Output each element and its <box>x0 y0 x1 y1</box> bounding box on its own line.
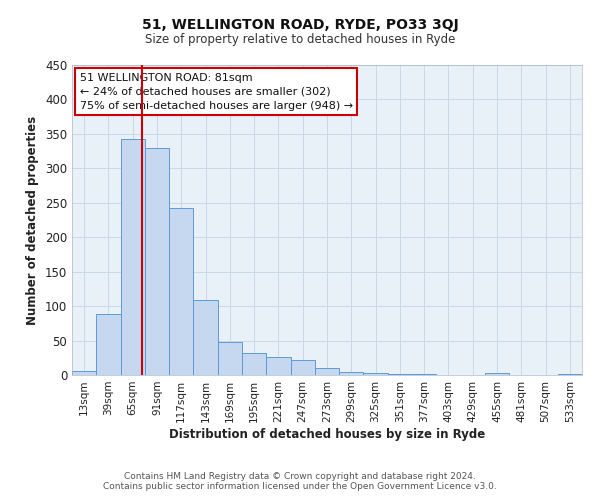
Text: Size of property relative to detached houses in Ryde: Size of property relative to detached ho… <box>145 32 455 46</box>
Text: Contains public sector information licensed under the Open Government Licence v3: Contains public sector information licen… <box>103 482 497 491</box>
Bar <box>193 300 218 375</box>
Bar <box>96 314 121 375</box>
Bar <box>412 374 436 375</box>
Bar <box>364 373 388 375</box>
Bar <box>72 371 96 375</box>
X-axis label: Distribution of detached houses by size in Ryde: Distribution of detached houses by size … <box>169 428 485 440</box>
Text: 51 WELLINGTON ROAD: 81sqm
← 24% of detached houses are smaller (302)
75% of semi: 51 WELLINGTON ROAD: 81sqm ← 24% of detac… <box>80 72 353 111</box>
Text: 51, WELLINGTON ROAD, RYDE, PO33 3QJ: 51, WELLINGTON ROAD, RYDE, PO33 3QJ <box>142 18 458 32</box>
Bar <box>388 374 412 375</box>
Bar <box>485 373 509 375</box>
Bar <box>121 138 145 375</box>
Bar <box>315 368 339 375</box>
Y-axis label: Number of detached properties: Number of detached properties <box>26 116 40 324</box>
Bar <box>242 353 266 375</box>
Bar <box>266 357 290 375</box>
Bar <box>558 374 582 375</box>
Bar <box>169 208 193 375</box>
Bar <box>339 372 364 375</box>
Text: Contains HM Land Registry data © Crown copyright and database right 2024.: Contains HM Land Registry data © Crown c… <box>124 472 476 481</box>
Bar <box>145 148 169 375</box>
Bar <box>290 360 315 375</box>
Bar <box>218 342 242 375</box>
